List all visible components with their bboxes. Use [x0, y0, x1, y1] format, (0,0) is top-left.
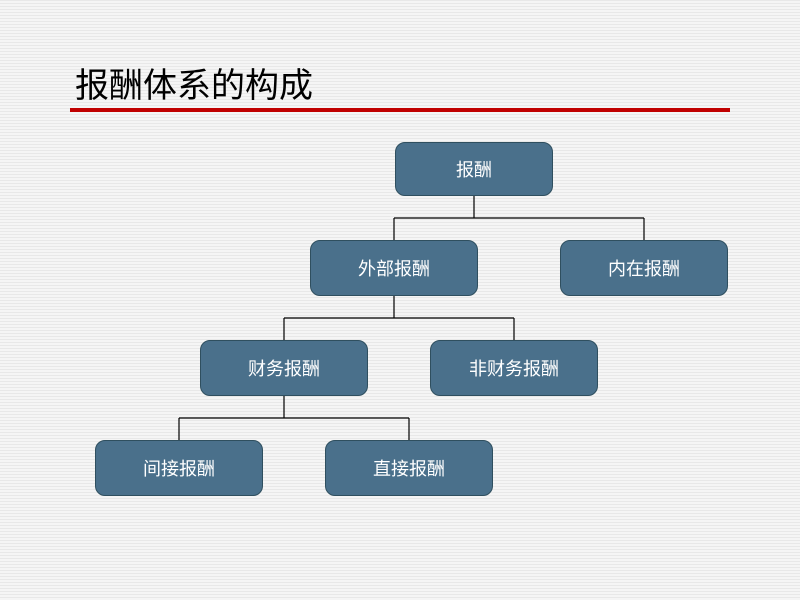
tree-node-n4: 非财务报酬: [430, 340, 598, 396]
tree-node-n6: 直接报酬: [325, 440, 493, 496]
title-underline: [70, 108, 730, 112]
tree-node-n1: 外部报酬: [310, 240, 478, 296]
tree-node-n2: 内在报酬: [560, 240, 728, 296]
tree-node-n3: 财务报酬: [200, 340, 368, 396]
slide-title: 报酬体系的构成: [75, 58, 313, 107]
tree-node-root: 报酬: [395, 142, 553, 196]
tree-node-n5: 间接报酬: [95, 440, 263, 496]
